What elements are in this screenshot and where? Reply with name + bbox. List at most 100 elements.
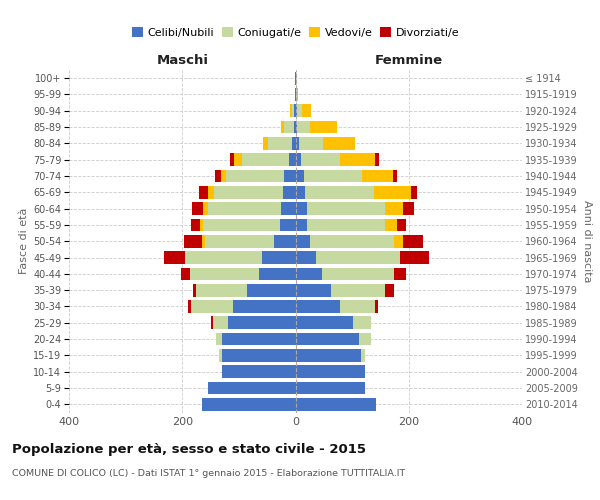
Bar <box>259 268 296 280</box>
Bar <box>411 186 416 198</box>
Bar <box>205 235 274 248</box>
Bar <box>296 202 307 215</box>
Bar <box>268 137 292 150</box>
Bar <box>216 332 222 345</box>
Bar <box>284 170 296 182</box>
Bar <box>200 218 203 232</box>
Bar <box>208 202 281 215</box>
Bar <box>296 251 316 264</box>
Bar <box>221 170 226 182</box>
Bar <box>202 235 205 248</box>
Bar <box>203 218 280 232</box>
Bar <box>222 366 296 378</box>
Bar <box>394 268 406 280</box>
Bar <box>188 300 191 313</box>
Bar <box>281 120 284 134</box>
Bar <box>230 154 234 166</box>
Bar <box>307 218 385 232</box>
Bar <box>190 268 259 280</box>
Bar <box>164 251 185 264</box>
Bar <box>375 154 379 166</box>
Text: Popolazione per età, sesso e stato civile - 2015: Popolazione per età, sesso e stato civil… <box>12 442 366 456</box>
Bar <box>233 300 296 313</box>
Bar <box>296 349 361 362</box>
Bar <box>214 186 283 198</box>
Bar <box>290 104 292 117</box>
Bar <box>296 300 340 313</box>
Bar <box>284 120 294 134</box>
Bar <box>274 235 296 248</box>
Bar <box>296 137 299 150</box>
Bar <box>296 284 331 296</box>
Bar <box>299 137 323 150</box>
Text: COMUNE DI COLICO (LC) - Dati ISTAT 1° gennaio 2015 - Elaborazione TUTTITALIA.IT: COMUNE DI COLICO (LC) - Dati ISTAT 1° ge… <box>12 469 405 478</box>
Bar <box>193 284 196 296</box>
Bar <box>397 218 406 232</box>
Bar <box>247 284 296 296</box>
Y-axis label: Anni di nascita: Anni di nascita <box>581 200 592 282</box>
Bar <box>374 186 411 198</box>
Bar <box>385 218 397 232</box>
Text: Maschi: Maschi <box>156 54 208 66</box>
Bar <box>316 251 400 264</box>
Bar <box>281 202 296 215</box>
Bar <box>192 202 203 215</box>
Bar <box>307 202 385 215</box>
Bar <box>304 170 362 182</box>
Bar <box>362 170 394 182</box>
Bar <box>394 170 397 182</box>
Bar <box>185 251 262 264</box>
Bar <box>296 316 353 329</box>
Bar <box>310 235 394 248</box>
Y-axis label: Fasce di età: Fasce di età <box>19 208 29 274</box>
Legend: Celibi/Nubili, Coniugati/e, Vedovi/e, Divorziati/e: Celibi/Nubili, Coniugati/e, Vedovi/e, Di… <box>127 22 464 42</box>
Bar <box>296 88 298 101</box>
Bar <box>305 186 374 198</box>
Bar <box>353 316 371 329</box>
Bar <box>322 268 394 280</box>
Bar <box>191 300 233 313</box>
Bar <box>296 120 297 134</box>
Bar <box>295 104 296 117</box>
Bar <box>280 218 296 232</box>
Bar <box>294 120 296 134</box>
Bar <box>340 154 375 166</box>
Bar <box>283 186 296 198</box>
Bar <box>289 154 296 166</box>
Bar <box>331 284 385 296</box>
Bar <box>208 186 214 198</box>
Bar <box>361 349 365 362</box>
Bar <box>296 186 305 198</box>
Bar <box>296 268 322 280</box>
Bar <box>400 251 429 264</box>
Bar <box>394 235 403 248</box>
Bar <box>262 251 296 264</box>
Bar <box>242 154 289 166</box>
Bar <box>234 154 242 166</box>
Bar <box>199 186 208 198</box>
Bar <box>375 300 378 313</box>
Bar <box>222 349 296 362</box>
Bar <box>211 316 214 329</box>
Bar <box>214 316 227 329</box>
Bar <box>403 202 415 215</box>
Bar <box>296 218 307 232</box>
Bar <box>292 137 296 150</box>
Bar <box>202 398 296 410</box>
Bar <box>301 154 340 166</box>
Bar <box>292 104 295 117</box>
Bar <box>310 120 337 134</box>
Bar <box>263 137 268 150</box>
Bar <box>359 332 371 345</box>
Bar <box>323 137 355 150</box>
Bar <box>184 235 202 248</box>
Bar <box>227 316 296 329</box>
Bar <box>208 382 296 394</box>
Bar <box>302 104 311 117</box>
Bar <box>296 154 301 166</box>
Bar <box>222 332 296 345</box>
Bar <box>296 104 302 117</box>
Bar <box>296 332 359 345</box>
Bar <box>296 366 365 378</box>
Bar <box>296 170 304 182</box>
